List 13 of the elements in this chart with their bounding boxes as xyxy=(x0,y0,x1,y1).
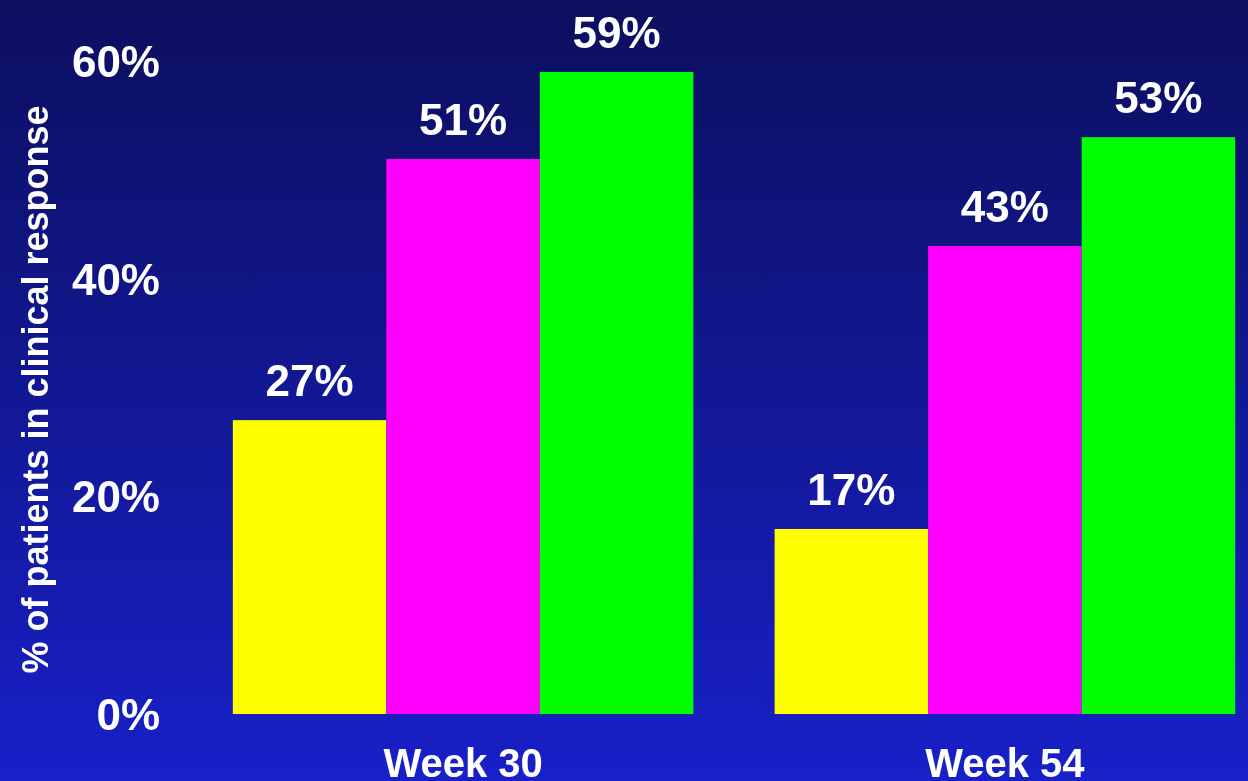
data-label: 53% xyxy=(1114,73,1203,123)
data-label: 17% xyxy=(807,464,896,514)
y-tick-label: 40% xyxy=(71,254,160,304)
y-axis-title: % of patients in clinical response xyxy=(14,105,56,674)
data-label: 59% xyxy=(572,7,661,57)
data-label: 43% xyxy=(960,182,1049,232)
x-tick-label: Week 54 xyxy=(925,741,1086,781)
y-tick-label: 60% xyxy=(71,36,160,86)
y-tick-label: 20% xyxy=(71,472,160,522)
data-label: 27% xyxy=(265,356,354,406)
x-tick-label: Week 30 xyxy=(383,741,543,781)
data-label: 51% xyxy=(419,94,508,144)
y-tick-label: 0% xyxy=(96,689,160,739)
